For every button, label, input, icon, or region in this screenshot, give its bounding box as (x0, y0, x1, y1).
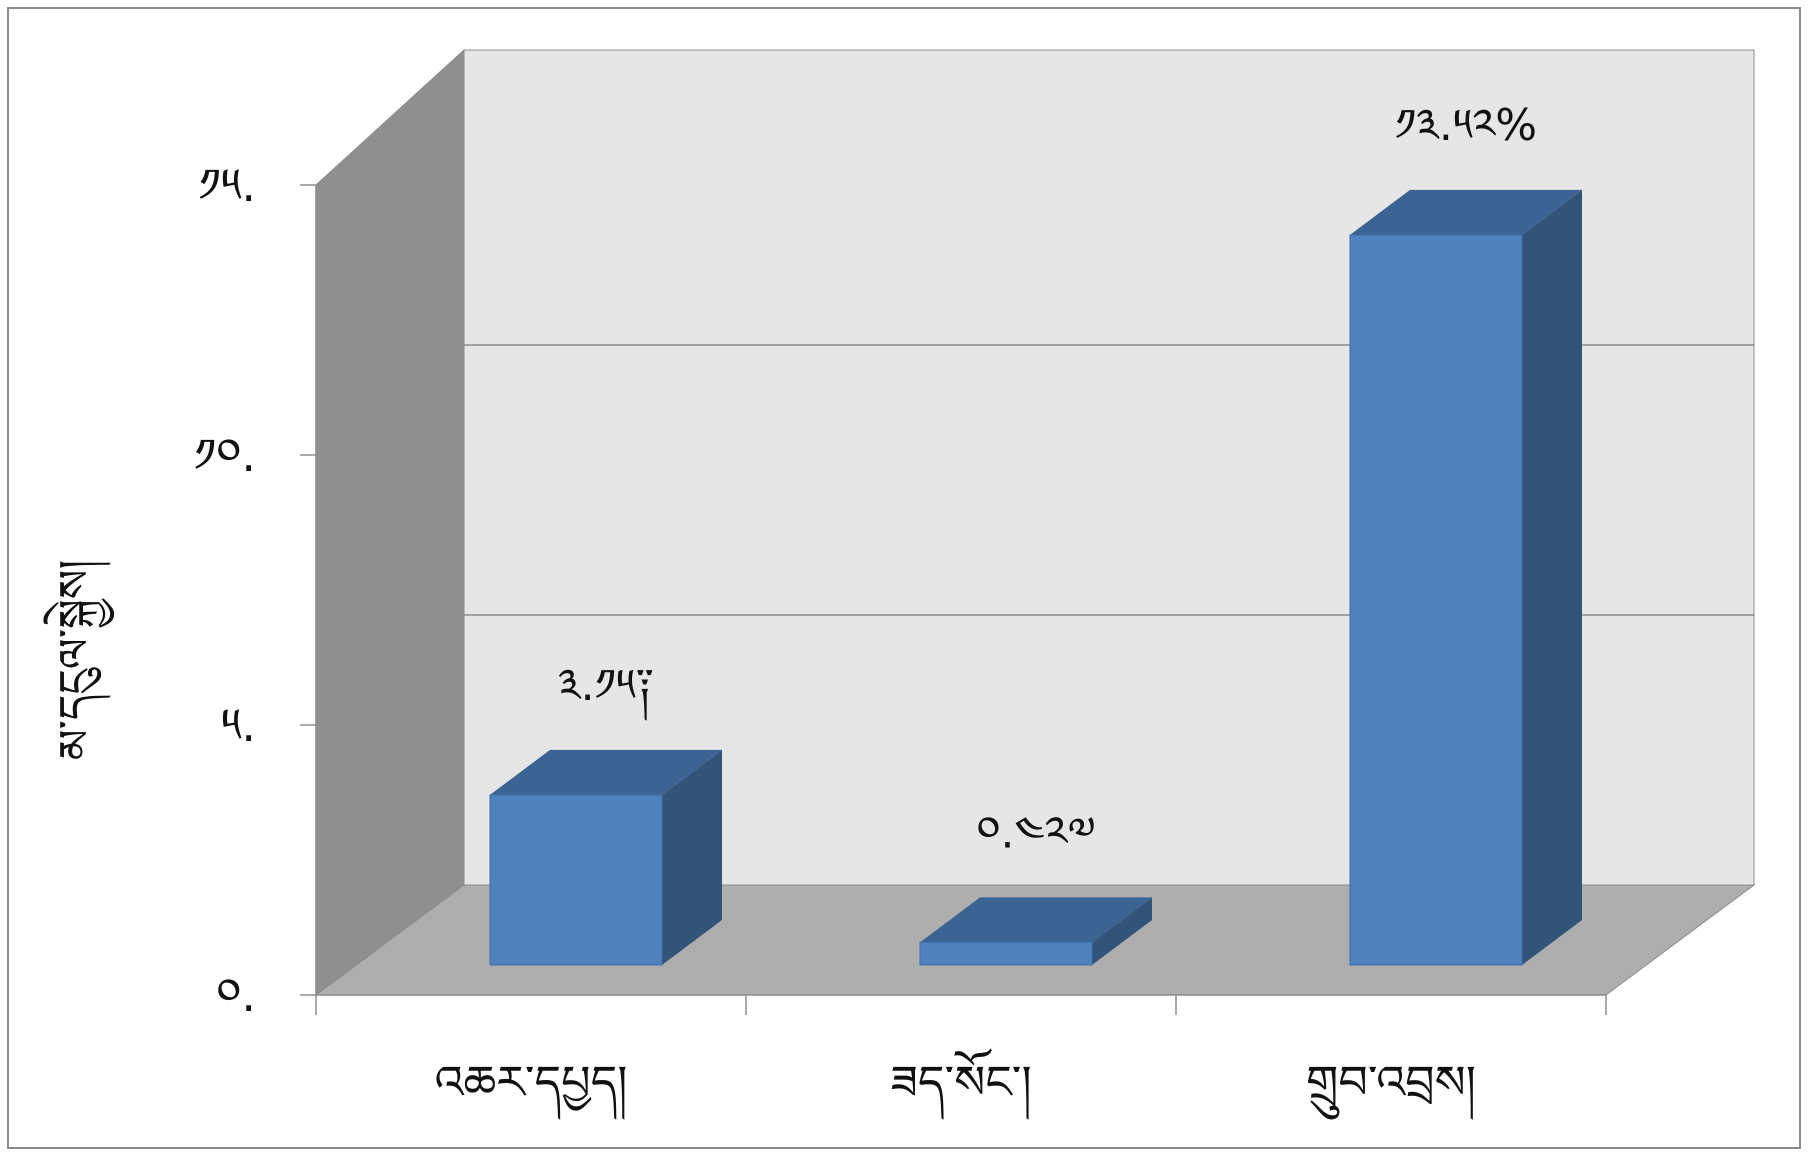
gridlines (315, 344, 1754, 726)
data-label: ༠.༤༢༧ (976, 807, 1095, 858)
y-tick-label: ༠. (216, 968, 256, 1022)
bar (1349, 189, 1582, 966)
y-tick-label: ༡༥. (199, 158, 256, 212)
y-tick-label: ༥. (221, 698, 256, 752)
data-label: ༡༣.༥༢% (1395, 100, 1537, 151)
bar-top (920, 897, 1152, 943)
gridline (315, 344, 1754, 456)
gridline (315, 614, 1754, 726)
bar (489, 749, 722, 966)
x-category-label: ཟད་སོང་། (890, 1048, 1031, 1120)
bar-front (919, 941, 1093, 966)
bar-front (489, 794, 663, 966)
axes: ༠. ༥. ༡༠. ༡༥. (194, 158, 1607, 1022)
bars (489, 189, 1582, 966)
bar-top (490, 749, 722, 795)
bar (919, 897, 1152, 966)
bar-side (662, 749, 722, 965)
data-label: ༣.༡༥༑ (558, 660, 654, 721)
side-wall (315, 48, 465, 996)
bar-side (1522, 189, 1582, 966)
bar-front (1349, 234, 1523, 966)
y-tick-label: ༡༠. (194, 428, 256, 482)
bar-top (1350, 189, 1582, 235)
bar-side (1092, 897, 1152, 965)
